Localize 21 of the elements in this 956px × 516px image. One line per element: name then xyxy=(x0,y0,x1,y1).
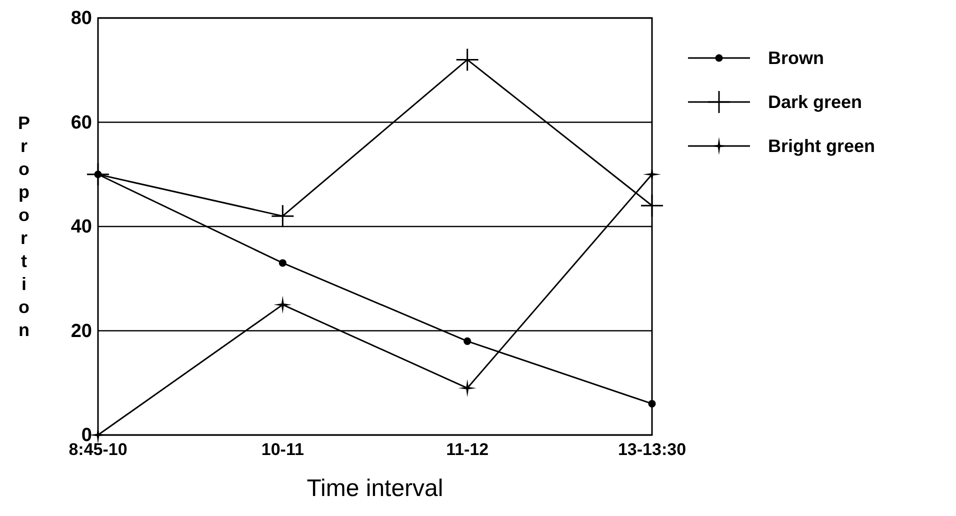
legend-label: Bright green xyxy=(768,136,876,156)
y-tick-label: 20 xyxy=(70,320,92,342)
point xyxy=(641,194,663,217)
x-axis-title: Time interval xyxy=(306,475,444,502)
y-tick-label: 80 xyxy=(70,8,92,30)
point xyxy=(648,400,656,408)
point xyxy=(464,337,472,345)
point xyxy=(274,296,292,314)
x-tick-label: 10-11 xyxy=(261,440,304,460)
point xyxy=(456,48,478,71)
point xyxy=(278,259,286,267)
x-tick-label: 13-13:30 xyxy=(618,440,686,460)
y-tick-label: 40 xyxy=(70,216,92,238)
point xyxy=(458,379,476,398)
x-tick-label: 11-12 xyxy=(446,440,489,460)
point xyxy=(272,205,294,228)
text: Proportion xyxy=(18,113,30,340)
y-tick-label: 60 xyxy=(70,112,92,134)
legend-label: Brown xyxy=(768,48,824,68)
point xyxy=(87,163,109,186)
legend-label: Dark green xyxy=(768,92,862,112)
